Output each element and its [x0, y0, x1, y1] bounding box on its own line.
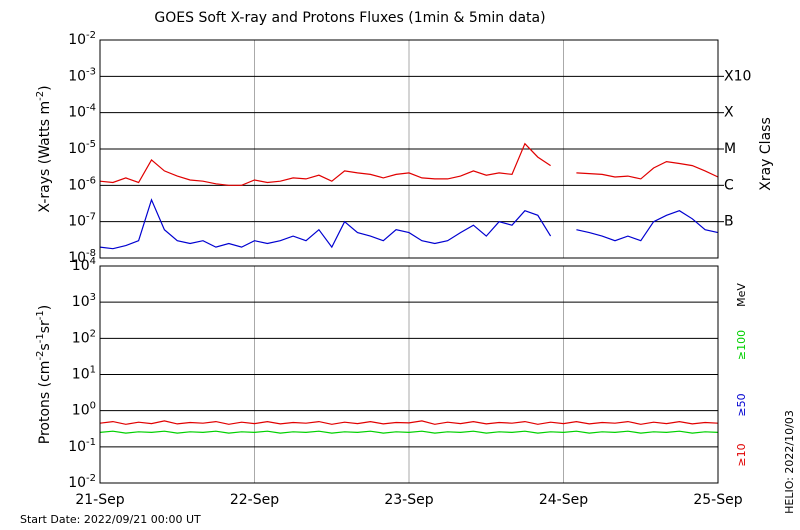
y-tick-label: 103 [72, 292, 96, 311]
side-note: HELIO: 2022/10/03 [783, 410, 796, 514]
y-tick-label: 10-3 [68, 66, 96, 85]
y-axis-label: X-rays (Watts m-2) [35, 85, 54, 212]
y-tick-label: 100 [72, 400, 96, 419]
x-tick-label: 25-Sep [693, 492, 742, 508]
y2-tick-label: M [724, 141, 736, 157]
legend-entry: ≥50 [735, 393, 748, 416]
chart-title: GOES Soft X-ray and Protons Fluxes (1min… [154, 10, 545, 26]
y2-tick-label: C [724, 177, 734, 193]
y-tick-label: 10-2 [68, 30, 96, 49]
y-tick-label: 10-1 [68, 436, 96, 455]
y-tick-label: 10-5 [68, 139, 96, 158]
series-line [99, 430, 719, 434]
y2-tick-label: X10 [724, 68, 751, 84]
x-tick-label: 24-Sep [539, 492, 588, 508]
y-axis-label: Protons (cm-2s-1sr-1) [35, 305, 54, 444]
y-tick-label: 10-6 [68, 175, 96, 194]
y2-axis-label: Xray Class [758, 117, 774, 191]
unit-label: MeV [735, 283, 748, 307]
y-tick-label: 10-8 [68, 248, 96, 267]
plot-frame [99, 39, 719, 259]
plot-frame [99, 265, 719, 484]
series-line [99, 420, 719, 425]
legend-entry: ≥100 [735, 330, 748, 360]
x-tick-label: 21-Sep [75, 492, 124, 508]
footer: Start Date: 2022/09/21 00:00 UT [20, 513, 201, 526]
series-line [99, 142, 719, 186]
legend-entry: ≥10 [735, 443, 748, 466]
y-tick-label: 10-7 [68, 211, 96, 230]
y-tick-label: 10-4 [68, 102, 96, 121]
y2-tick-label: X [724, 105, 734, 121]
x-tick-label: 23-Sep [384, 492, 433, 508]
x-tick-label: 22-Sep [230, 492, 279, 508]
y2-tick-label: B [724, 214, 734, 230]
y-tick-label: 104 [72, 256, 96, 275]
y-tick-label: 101 [72, 364, 96, 383]
y-tick-label: 102 [72, 328, 96, 347]
series-line [99, 198, 719, 250]
y-tick-label: 10-2 [68, 473, 96, 492]
